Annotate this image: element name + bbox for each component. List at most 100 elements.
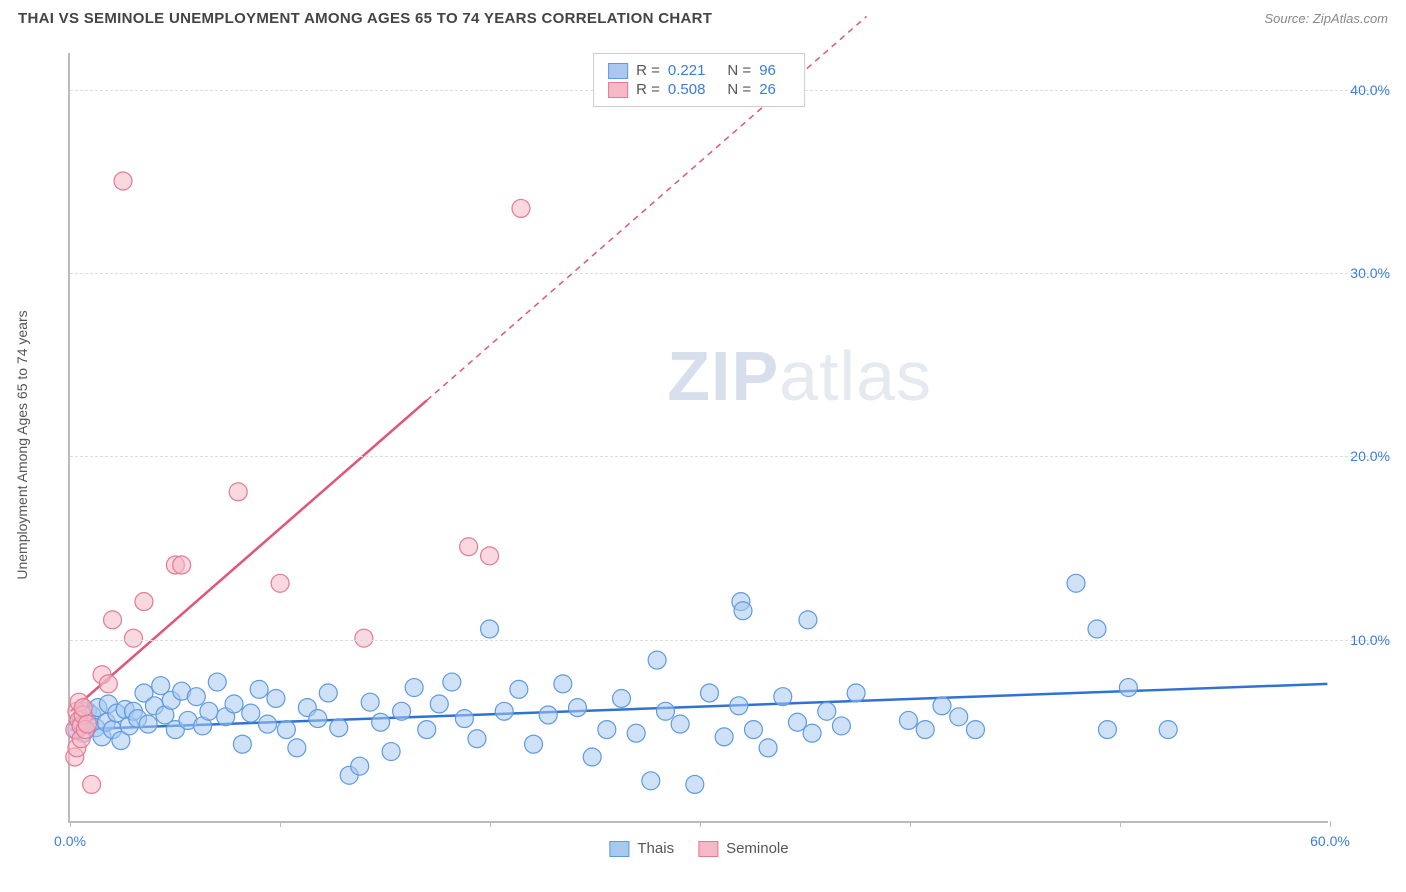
x-tick-label: 0.0%	[54, 833, 86, 849]
data-point	[430, 695, 448, 713]
x-tick	[1330, 821, 1331, 827]
data-point	[744, 721, 762, 739]
data-point	[627, 724, 645, 742]
data-point	[512, 199, 530, 217]
data-point	[554, 675, 572, 693]
x-tick	[280, 821, 281, 827]
grid-line	[70, 640, 1388, 641]
data-point	[372, 713, 390, 731]
data-point	[899, 711, 917, 729]
x-tick	[910, 821, 911, 827]
swatch-thais-icon	[609, 841, 629, 857]
data-point	[1067, 574, 1085, 592]
legend-item-thais: Thais	[609, 840, 674, 857]
data-point	[460, 538, 478, 556]
data-point	[267, 690, 285, 708]
x-tick	[490, 821, 491, 827]
data-point	[242, 704, 260, 722]
data-point	[319, 684, 337, 702]
grid-line	[70, 273, 1388, 274]
data-point	[818, 702, 836, 720]
y-tick-label: 30.0%	[1350, 265, 1390, 281]
data-point	[933, 697, 951, 715]
data-point	[916, 721, 934, 739]
chart: Unemployment Among Ages 65 to 74 years Z…	[50, 45, 1390, 845]
data-point	[1119, 679, 1137, 697]
data-point	[229, 483, 247, 501]
data-point	[657, 702, 675, 720]
y-axis-label: Unemployment Among Ages 65 to 74 years	[14, 310, 30, 579]
swatch-seminole	[608, 82, 628, 98]
data-point	[539, 706, 557, 724]
plot-svg	[70, 53, 1328, 821]
data-point	[277, 721, 295, 739]
y-tick-label: 40.0%	[1350, 82, 1390, 98]
data-point	[510, 680, 528, 698]
data-point	[271, 574, 289, 592]
data-point	[114, 172, 132, 190]
r-value-thais: 0.221	[668, 62, 706, 79]
chart-source: Source: ZipAtlas.com	[1264, 11, 1388, 26]
data-point	[208, 673, 226, 691]
data-point	[1098, 721, 1116, 739]
data-point	[734, 602, 752, 620]
data-point	[1159, 721, 1177, 739]
data-point	[481, 547, 499, 565]
data-point	[355, 629, 373, 647]
data-point	[648, 651, 666, 669]
legend-item-seminole: Seminole	[698, 840, 789, 857]
data-point	[686, 775, 704, 793]
r-value-seminole: 0.508	[668, 81, 706, 98]
x-tick	[70, 821, 71, 827]
regression-line	[71, 400, 427, 711]
legend-row-thais: R = 0.221 N = 96	[608, 62, 790, 79]
data-point	[173, 556, 191, 574]
data-point	[288, 739, 306, 757]
data-point	[1088, 620, 1106, 638]
data-point	[233, 735, 251, 753]
data-point	[330, 719, 348, 737]
x-tick	[1120, 821, 1121, 827]
y-tick-label: 10.0%	[1350, 632, 1390, 648]
data-point	[361, 693, 379, 711]
data-point	[598, 721, 616, 739]
data-point	[799, 611, 817, 629]
data-point	[525, 735, 543, 753]
legend-row-seminole: R = 0.508 N = 26	[608, 81, 790, 98]
grid-line	[70, 456, 1388, 457]
data-point	[847, 684, 865, 702]
data-point	[715, 728, 733, 746]
data-point	[83, 775, 101, 793]
data-point	[759, 739, 777, 757]
data-point	[351, 757, 369, 775]
data-point	[788, 713, 806, 731]
data-point	[139, 715, 157, 733]
chart-title: THAI VS SEMINOLE UNEMPLOYMENT AMONG AGES…	[18, 10, 712, 27]
data-point	[135, 593, 153, 611]
data-point	[774, 688, 792, 706]
swatch-seminole-icon	[698, 841, 718, 857]
data-point	[583, 748, 601, 766]
data-point	[405, 679, 423, 697]
data-point	[250, 680, 268, 698]
data-point	[832, 717, 850, 735]
data-point	[455, 710, 473, 728]
y-tick-label: 20.0%	[1350, 448, 1390, 464]
data-point	[730, 697, 748, 715]
data-point	[468, 730, 486, 748]
data-point	[200, 702, 218, 720]
data-point	[418, 721, 436, 739]
plot-area: ZIPatlas R = 0.221 N = 96 R = 0.508 N = …	[68, 53, 1328, 823]
x-tick	[700, 821, 701, 827]
data-point	[104, 611, 122, 629]
n-value-thais: 96	[759, 62, 776, 79]
legend-stats: R = 0.221 N = 96 R = 0.508 N = 26	[593, 53, 805, 107]
data-point	[225, 695, 243, 713]
chart-header: THAI VS SEMINOLE UNEMPLOYMENT AMONG AGES…	[0, 0, 1406, 33]
data-point	[642, 772, 660, 790]
data-point	[393, 702, 411, 720]
data-point	[187, 688, 205, 706]
swatch-thais	[608, 63, 628, 79]
data-point	[569, 699, 587, 717]
data-point	[671, 715, 689, 733]
